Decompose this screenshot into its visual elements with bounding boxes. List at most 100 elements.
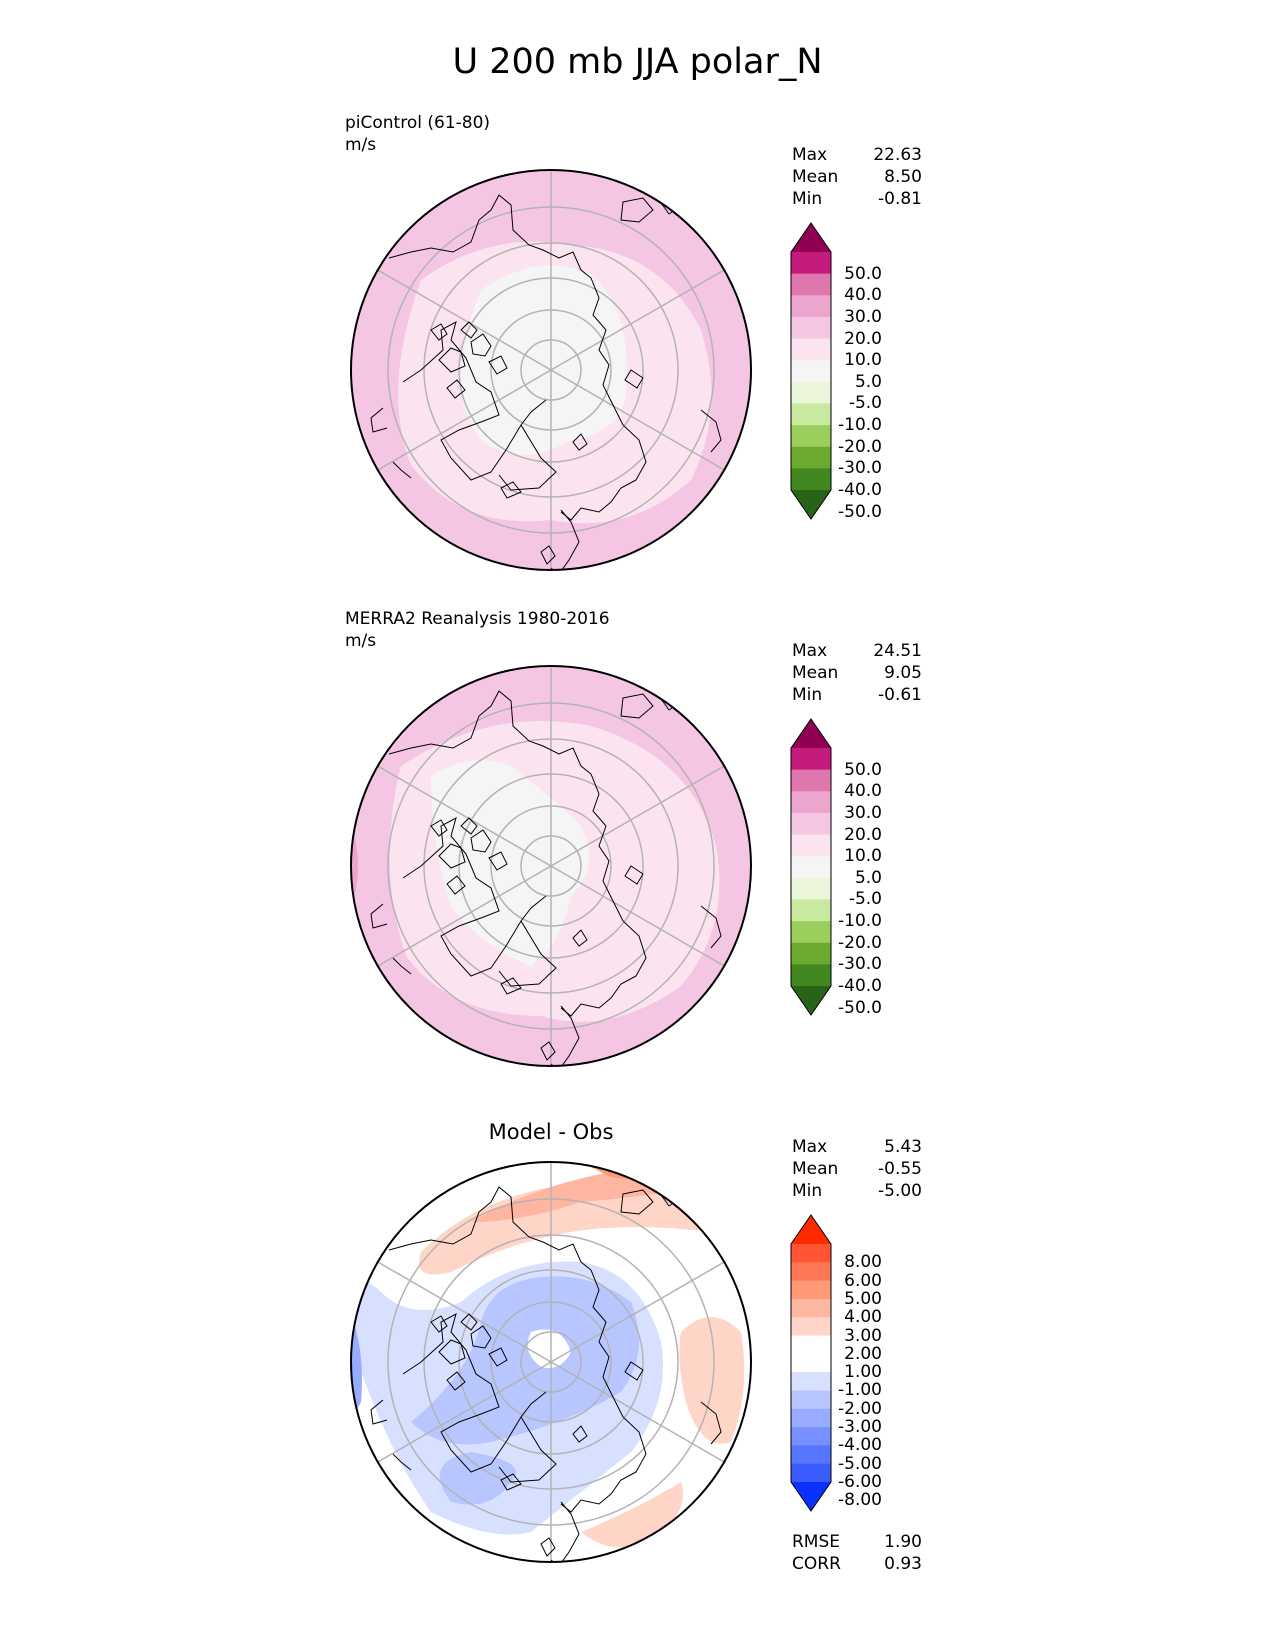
figure-title: U 200 mb JJA polar_N [452,42,823,82]
coastline [550,1005,580,1066]
coastline [624,865,644,885]
colorbar-segment [791,1335,831,1355]
meridian-line [550,765,725,867]
colorbar-segment [791,1298,831,1318]
meridian-line [377,865,552,967]
stat-row-mean: Mean 8.50 [792,166,922,188]
stat-row-mean: Mean 9.05 [792,662,922,684]
meridian-line [377,1361,552,1463]
colorbar-segment [791,834,831,857]
colorbar-segment [791,921,831,944]
colorbar-segment [791,748,831,771]
colorbar-tick-label: 1.00 [844,1362,882,1383]
stat-row-max: Max 24.51 [792,640,922,662]
colorbar-tick-label: 40.0 [844,781,882,802]
colorbar-segment [791,1408,831,1428]
colorbar-segment [791,403,831,426]
colorbar-tick-label: -8.00 [838,1490,882,1511]
colorbar-tick-label: 4.00 [844,1307,882,1328]
panel-1-stats: Max 22.63 Mean 8.50 Min -0.81 [792,144,922,210]
stat-row-min: Min -5.00 [792,1180,922,1202]
colorbar-tick-label: -3.00 [838,1417,882,1438]
field-layer [351,666,751,1066]
colorbar-tick-label: 40.0 [844,285,882,306]
stat-value: 24.51 [873,641,922,661]
meridian-line [550,1261,725,1363]
field-positive-weak [419,1175,719,1275]
stat-label: Max [792,641,828,661]
colorbar-tick-label: 10.0 [844,846,882,867]
stat-row-max: Max 5.43 [792,1136,922,1158]
stat-row-min: Min -0.61 [792,684,922,706]
colorbar-tick-label: 50.0 [844,263,882,284]
coastline [624,369,644,389]
colorbar-tick-label: 6.00 [844,1270,882,1291]
stat-value: 22.63 [873,145,922,165]
coastlines [370,1183,722,1562]
stat-value: 5.43 [884,1137,922,1157]
stat-label: Max [792,1137,828,1157]
stat-label: Min [792,685,823,705]
panel-2-units: m/s [345,631,377,651]
coastline [370,903,388,929]
colorbar-segment [791,942,831,965]
coastline [460,817,478,835]
colorbar-tick-label: -2.00 [838,1398,882,1419]
map-boundary [350,169,752,571]
meridian-line [377,1261,552,1363]
coastline [498,920,557,987]
stat-label: Mean [792,1159,839,1179]
colorbar-tick-label: 50.0 [844,759,882,780]
colorbar-tick-label: -6.00 [838,1472,882,1492]
field-neutral-pocket [527,1329,571,1368]
field-band-inner [461,265,627,455]
colorbar-extend-bottom [791,490,831,519]
colorbar-tick-label: 10.0 [844,350,882,371]
colorbar-tick-label: -20.0 [838,932,882,953]
colorbar-segment [791,338,831,361]
colorbar-tick-label: 30.0 [844,306,882,327]
colorbar-outline [790,718,832,1016]
colorbar-tick-label: 2.00 [844,1343,882,1364]
coastline [446,379,466,399]
meridian-line [550,865,725,967]
coastline [498,424,557,491]
coastline [498,1416,557,1483]
colorbar-segment [791,1317,831,1337]
colorbar-segment [791,1280,831,1300]
panel-1-units: m/s [345,135,377,155]
colorbar-tick-label: -10.0 [838,911,882,932]
colorbar-tick-label: -50.0 [838,501,882,522]
colorbar-extend-top [791,223,831,252]
colorbar-segment [791,1244,831,1263]
panel-2-colorbar [790,718,832,1016]
colorbar-segment [791,1353,831,1373]
colorbar-segment [791,425,831,448]
coastline [392,1453,412,1471]
stat-row-min: Min -0.81 [792,188,922,210]
coastline [438,843,466,869]
coastline [388,1186,647,1513]
coastline [700,905,722,949]
colorbar-segment [791,295,831,318]
colorbar-tick-label: -5.0 [848,889,882,910]
meridian-line [377,369,552,471]
map-boundary [350,665,752,1067]
field-positive-strongest [631,1162,676,1170]
colorbar-extend-top [791,1215,831,1244]
stat-value: 8.50 [884,167,922,187]
colorbar-segment [791,252,831,275]
coastline [620,1189,654,1215]
coastline [550,509,580,570]
field-layer [351,170,751,570]
coastline [388,690,647,1017]
colorbar-tick-label: 3.00 [844,1325,882,1346]
colorbar-tick-label: 5.0 [854,867,882,888]
meridian-line [550,369,725,471]
meridian-line [550,1361,725,1463]
coastline [470,333,492,357]
colorbar-tick-label: -10.0 [838,415,882,436]
colorbar-tick-label: 30.0 [844,802,882,823]
colorbar-segment [791,1463,831,1483]
metric-label: RMSE [792,1532,841,1552]
